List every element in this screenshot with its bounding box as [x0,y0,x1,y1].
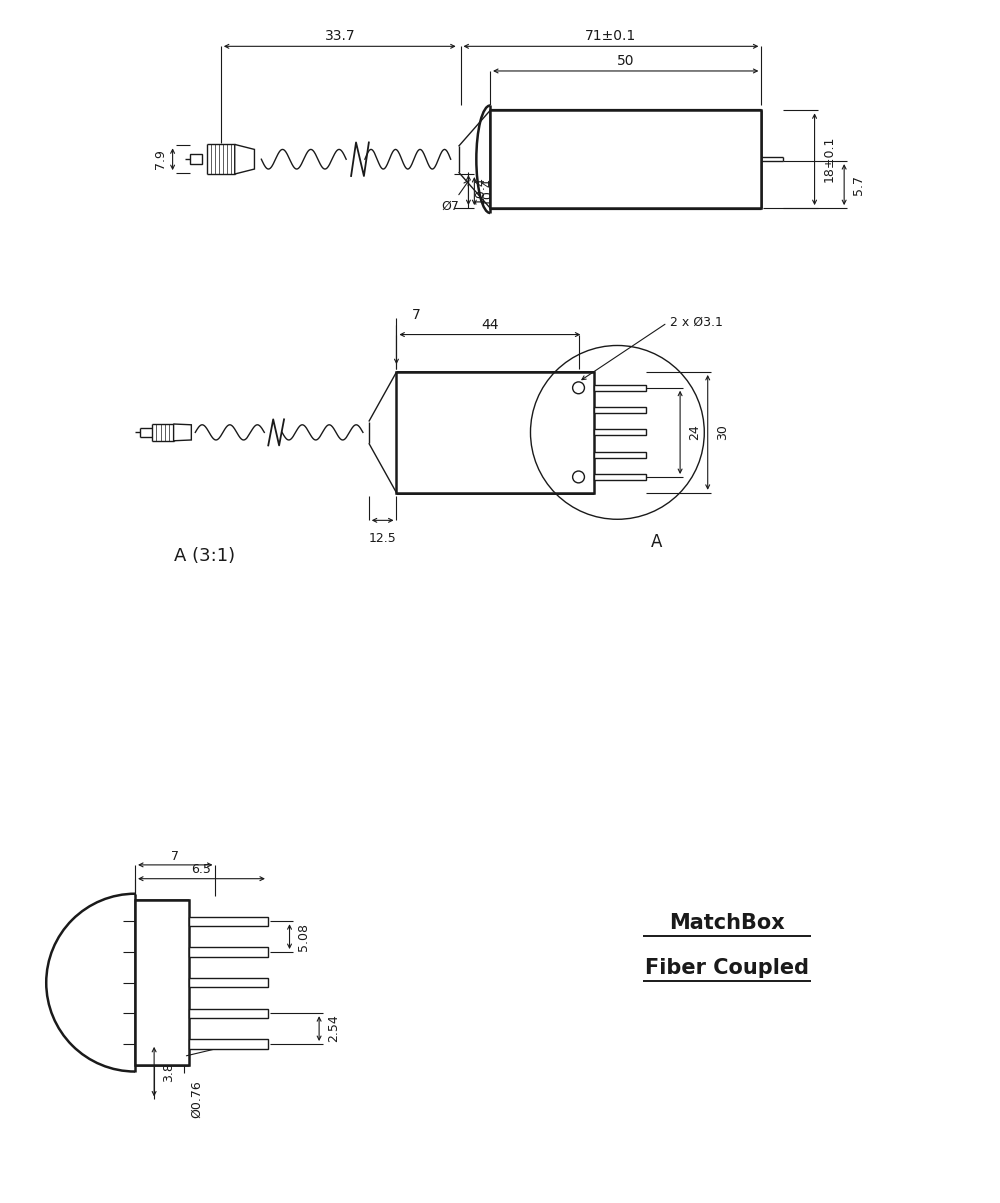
Text: 5.7: 5.7 [852,174,865,195]
Text: 2.54: 2.54 [327,1015,340,1043]
Text: 12.5: 12.5 [369,532,397,545]
Text: 2 x Ø3.1: 2 x Ø3.1 [670,316,723,330]
Text: MatchBox: MatchBox [669,913,785,934]
Bar [190,154,202,164]
Bar [594,451,646,457]
Text: 44: 44 [481,318,499,332]
Text: 71±0.1: 71±0.1 [585,29,637,43]
Text: 5.08: 5.08 [297,923,310,950]
Bar [135,900,189,1065]
Text: 10.4: 10.4 [474,176,487,205]
Text: A (3:1): A (3:1) [174,547,235,565]
Text: 7: 7 [412,308,421,322]
Bar [490,111,761,208]
Text: 24: 24 [688,425,701,440]
Text: Fiber Coupled: Fiber Coupled [645,958,809,978]
Bar [594,474,646,480]
Text: 10.4: 10.4 [480,177,493,205]
Text: Ø0.76: Ø0.76 [190,1080,203,1118]
Bar [189,1039,268,1049]
Bar [594,385,646,391]
Text: 3.8: 3.8 [162,1062,175,1081]
Bar [189,917,268,926]
Text: 30: 30 [716,425,729,440]
Text: 6.5: 6.5 [192,864,211,876]
Polygon shape [174,423,191,440]
Circle shape [573,472,584,482]
Bar [594,407,646,413]
Bar [189,1008,268,1018]
Bar [396,372,594,493]
Bar [189,948,268,956]
Text: A: A [651,533,662,551]
Text: 33.7: 33.7 [324,29,355,43]
Circle shape [573,381,584,393]
Text: 7: 7 [171,849,179,863]
Text: 7.9: 7.9 [154,149,167,170]
Text: 50: 50 [617,54,634,69]
Text: Ø7: Ø7 [442,180,469,213]
Bar [189,978,268,988]
Bar [594,429,646,435]
Text: 18±0.1: 18±0.1 [822,136,835,183]
Polygon shape [235,144,254,174]
